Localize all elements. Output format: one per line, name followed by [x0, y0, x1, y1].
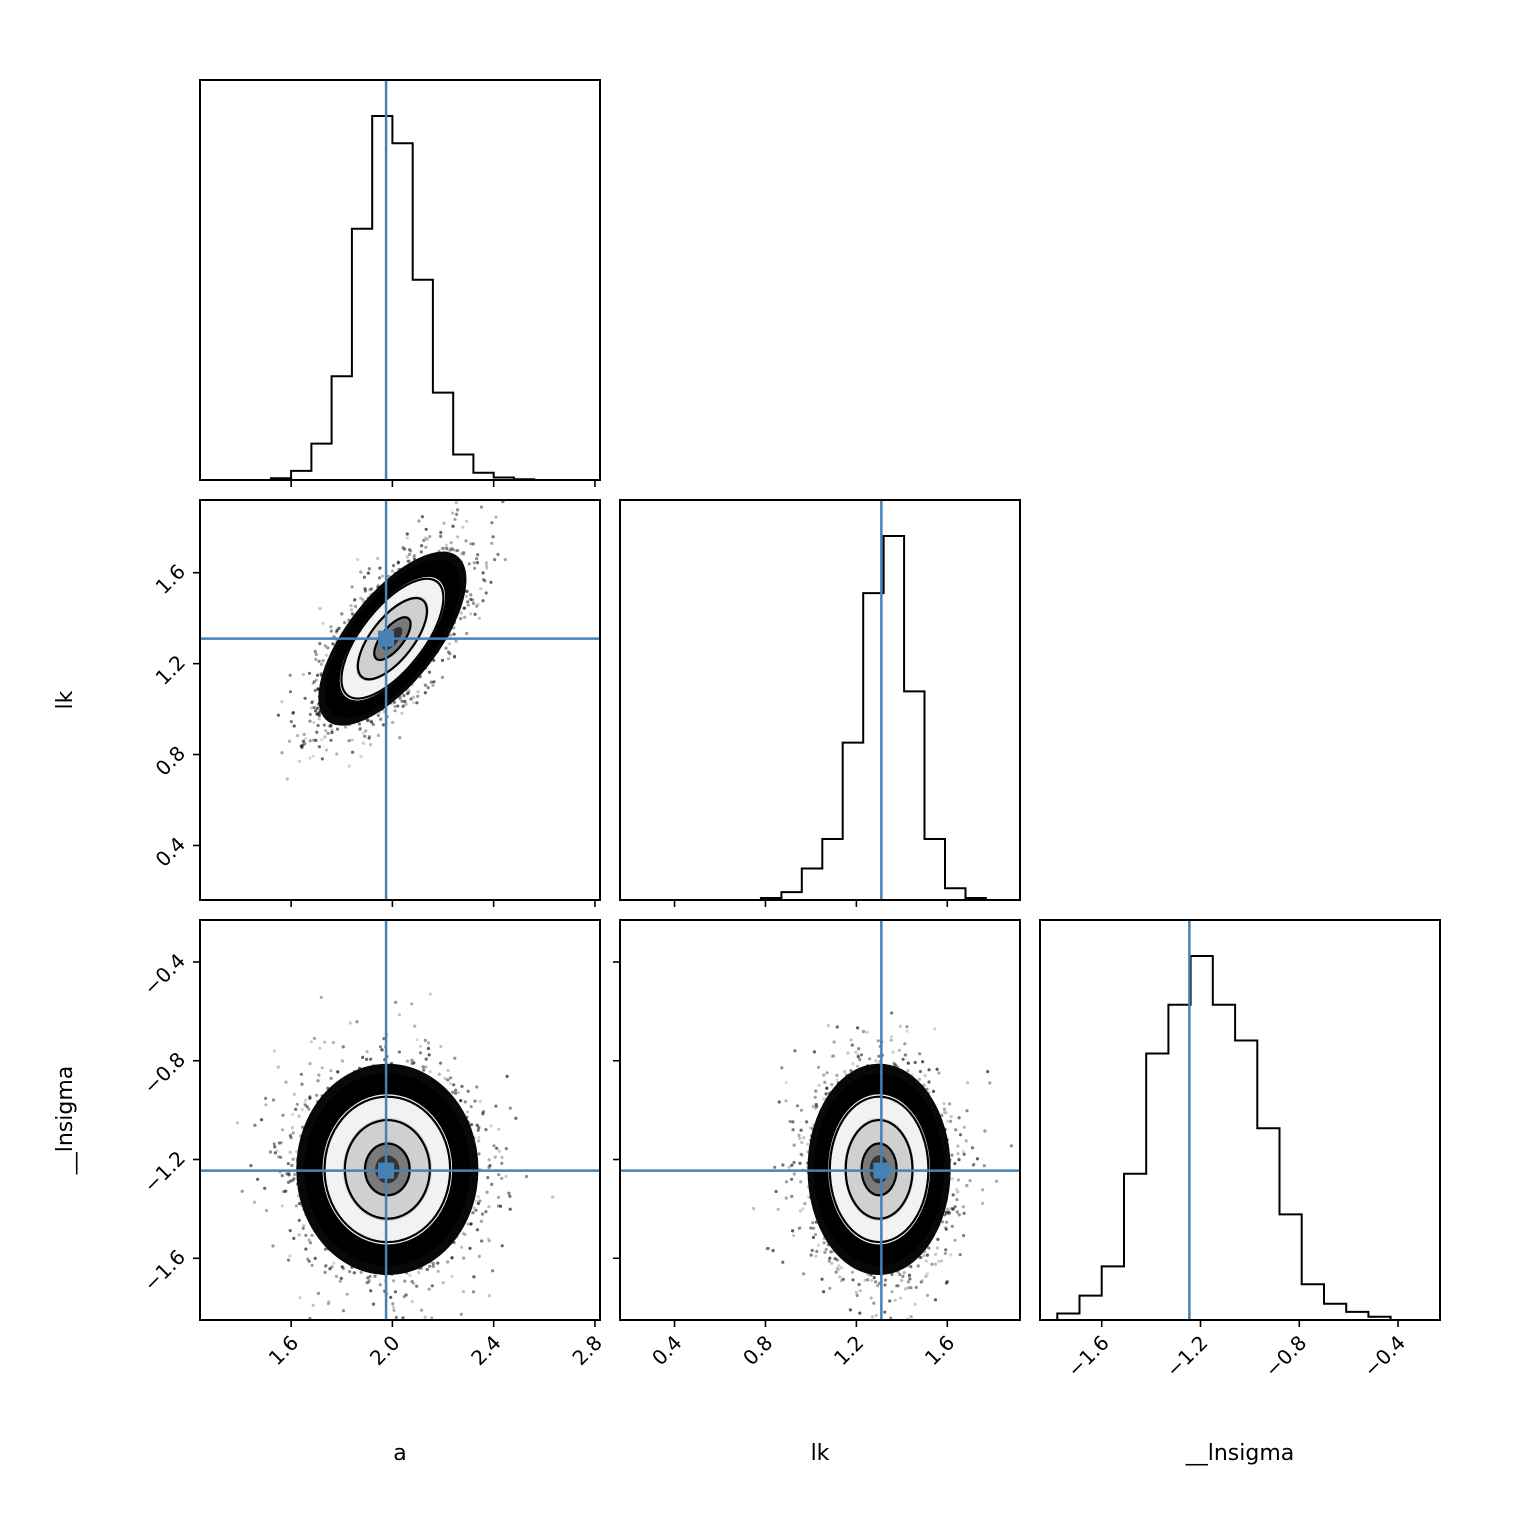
truth-marker: [378, 630, 395, 647]
contour-line-1: [356, 596, 429, 681]
x-tick-label-__lnsigma: −1.2: [1161, 1331, 1212, 1382]
x-tick-label-__lnsigma: −1.6: [1062, 1331, 1113, 1382]
y-axis-label-lnsigma: __lnsigma: [53, 1066, 78, 1176]
x-tick-label-lk: 1.2: [829, 1331, 868, 1370]
histogram-a: [269, 115, 536, 481]
y-tick-label-__lnsigma: −0.4: [139, 949, 190, 1000]
panel-frame: [1039, 919, 1441, 1321]
x-tick-label-a: 2.4: [466, 1331, 505, 1370]
marks-layer: [200, 80, 1392, 1320]
x-axis-label-a: a: [393, 1441, 406, 1466]
y-tick-label-__lnsigma: −1.6: [139, 1245, 190, 1296]
truth-marker: [873, 1162, 890, 1179]
panel-frame: [199, 499, 601, 901]
x-axis-label-lk: lk: [811, 1441, 830, 1466]
y-tick-label-lk: 0.4: [151, 832, 190, 871]
panel-frame: [199, 79, 601, 481]
y-tick-label-lk: 0.8: [151, 741, 190, 780]
y-axis-label-lk: lk: [53, 690, 78, 709]
histogram-__lnsigma: [1056, 955, 1392, 1320]
density-layer: [235, 500, 1014, 1320]
y-tick-label-lk: 1.2: [151, 650, 190, 689]
contour-line-0: [340, 577, 445, 700]
x-tick-label-__lnsigma: −0.8: [1260, 1331, 1311, 1382]
x-tick-label-lk: 0.4: [647, 1331, 686, 1370]
truth-marker: [378, 1162, 395, 1179]
histogram-lk: [759, 535, 987, 900]
x-tick-label-a: 2.8: [567, 1331, 606, 1370]
panel-frame: [619, 919, 1021, 1321]
frames-layer: [193, 79, 1441, 1327]
x-tick-label-a: 1.6: [264, 1331, 303, 1370]
text-layer: a lk __lnsigma lk __lnsigma 0.4 0.8 1.2 1.6…: [53, 559, 1410, 1466]
density-panel-a-__lnsigma: [235, 992, 555, 1320]
panel-frame: [199, 919, 601, 1321]
y-tick-label-__lnsigma: −0.8: [139, 1047, 190, 1098]
x-tick-label-lk: 1.6: [920, 1331, 959, 1370]
panel-frame: [619, 499, 1021, 901]
x-tick-label-__lnsigma: −0.4: [1359, 1331, 1410, 1382]
y-tick-label-__lnsigma: −1.2: [139, 1146, 190, 1197]
x-axis-label-lnsigma: __lnsigma: [1185, 1441, 1295, 1466]
y-tick-label-lk: 1.6: [151, 559, 190, 598]
x-tick-label-a: 2.0: [365, 1331, 404, 1370]
x-tick-label-lk: 0.8: [738, 1331, 777, 1370]
